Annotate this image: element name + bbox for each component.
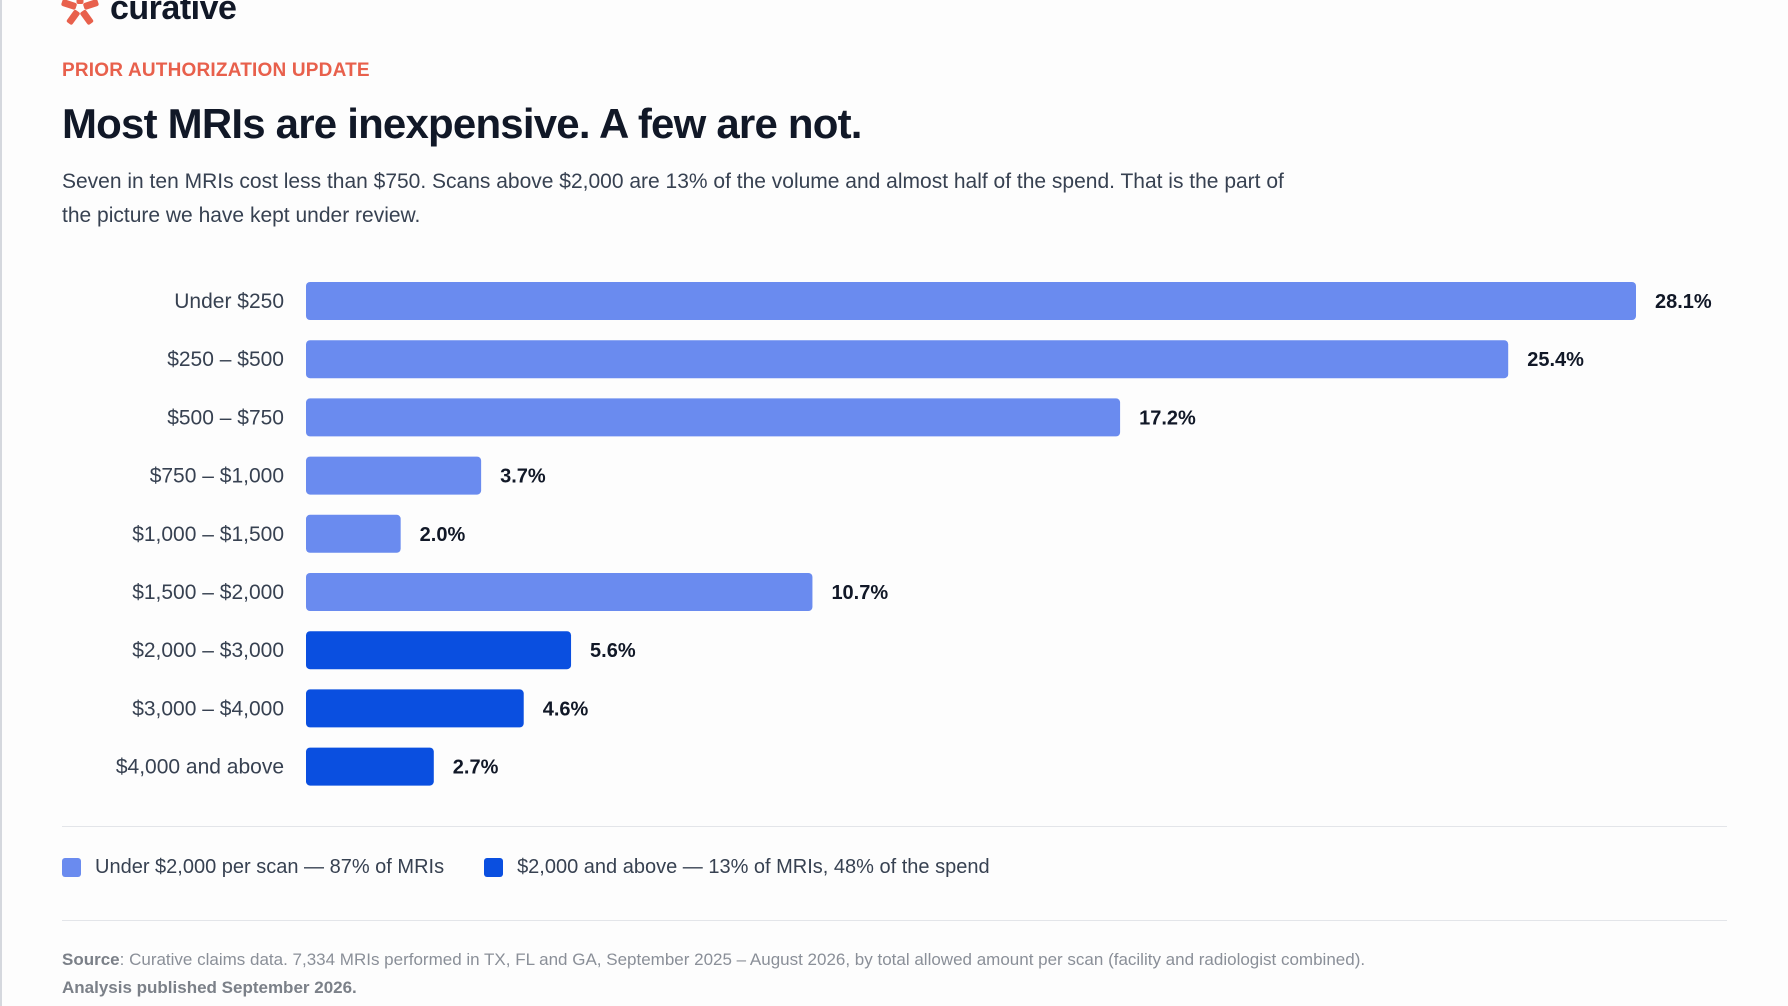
chart-legend: Under $2,000 per scan — 87% of MRIs $2,0… [62, 856, 990, 879]
value-label: 25.4% [1527, 349, 1584, 371]
bar [306, 573, 813, 611]
value-label: 2.7% [453, 757, 499, 779]
value-label: 28.1% [1655, 291, 1712, 313]
brand-name: curative [110, 0, 237, 27]
legend-label-under: Under $2,000 per scan — 87% of MRIs [95, 856, 445, 878]
page-frame-line [0, 0, 2, 1006]
bar [306, 631, 572, 670]
bar [306, 747, 434, 786]
category-label: $3,000 – $4,000 [132, 697, 284, 720]
legend-swatch-under [62, 858, 81, 877]
published-note: Analysis published September 2026. [62, 978, 357, 997]
bar [306, 398, 1121, 437]
legend-label-above: $2,000 and above — 13% of MRIs, 48% of t… [517, 856, 990, 878]
category-label: $1,000 – $1,500 [132, 523, 284, 546]
source-note: Source: Curative claims data. 7,334 MRIs… [62, 946, 1365, 1002]
category-label: $4,000 and above [116, 756, 284, 779]
legend-swatch-above [484, 858, 504, 877]
page-title: Most MRIs are inexpensive. A few are not… [62, 100, 862, 147]
value-label: 17.2% [1139, 407, 1196, 429]
asterisk-logo-icon [61, 0, 99, 25]
category-label: $750 – $1,000 [150, 465, 284, 488]
bar [306, 689, 524, 728]
value-label: 4.6% [543, 698, 589, 720]
divider-bottom [62, 920, 1727, 921]
bar [306, 340, 1509, 379]
value-label: 3.7% [500, 466, 546, 488]
source-text: : Curative claims data. 7,334 MRIs perfo… [119, 950, 1366, 969]
page-subtitle: Seven in ten MRIs cost less than $750. S… [62, 170, 1284, 227]
bar [306, 282, 1636, 320]
bar-chart: Under $250 28.1% $250 – $500 25.4% $500 – $7… [116, 282, 1712, 786]
source-label: Source [62, 950, 120, 969]
category-label: Under $250 [174, 290, 284, 313]
category-label: $500 – $750 [167, 406, 284, 429]
bar [306, 514, 401, 553]
category-label: $2,000 – $3,000 [132, 639, 284, 662]
value-label: 5.6% [590, 640, 636, 662]
bar [306, 456, 482, 495]
category-label: $1,500 – $2,000 [132, 581, 284, 604]
legend-item-above: $2,000 and above — 13% of MRIs, 48% of t… [484, 856, 990, 879]
category-label: $250 – $500 [167, 348, 284, 371]
kicker-label: PRIOR AUTHORIZATION UPDATE [62, 60, 370, 81]
divider-top [62, 826, 1727, 827]
value-label: 10.7% [831, 582, 888, 604]
legend-item-under: Under $2,000 per scan — 87% of MRIs [62, 856, 444, 879]
brand-logo[interactable]: curative [60, 0, 237, 32]
value-label: 2.0% [420, 524, 466, 546]
